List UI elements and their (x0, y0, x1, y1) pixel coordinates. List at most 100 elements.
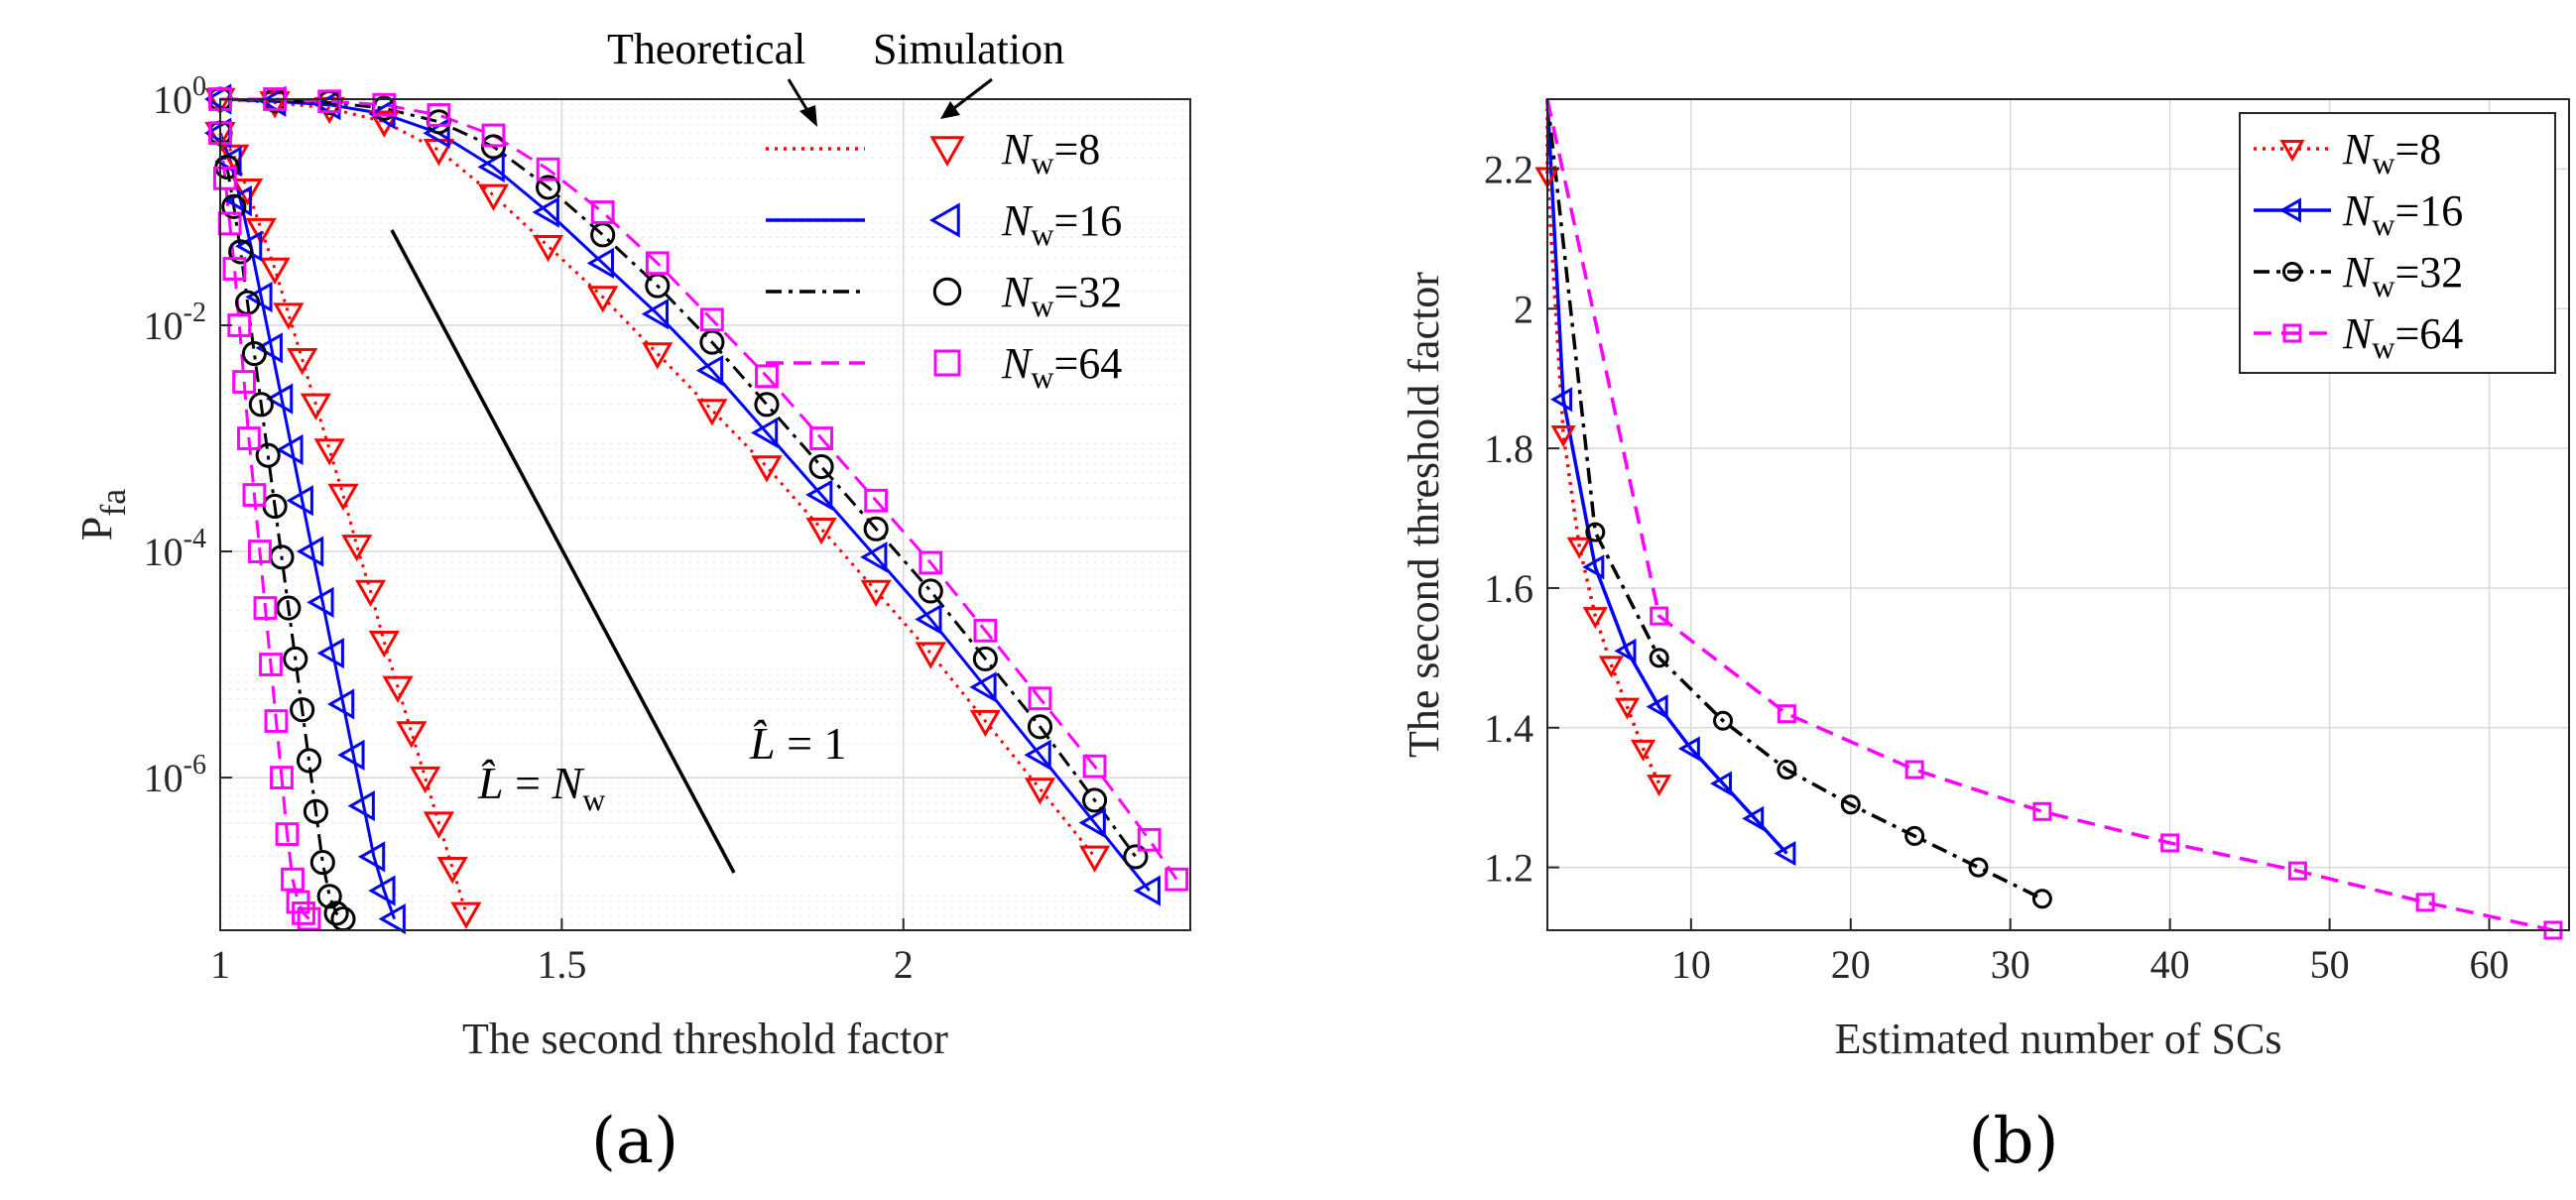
panel-a-data-point (1082, 754, 1107, 779)
panel-a-data-point (264, 709, 289, 733)
panel-b-data-point (1614, 638, 1637, 663)
panel-a-data-point (255, 442, 281, 468)
panel-b-data-point (1614, 697, 1641, 720)
panel-a-data-point (248, 392, 274, 418)
panel-a-data-point (286, 485, 313, 517)
panel-b-y-tick-label: 1.8 (1484, 426, 1533, 471)
panel-a-data-point (378, 903, 406, 935)
panel-a-data-point (1137, 827, 1162, 852)
arrow-simulation-head (940, 101, 960, 119)
panel-a-data-point (275, 822, 300, 846)
panel-b-y-tick-label: 1.4 (1484, 706, 1533, 751)
panel-a-data-point (330, 906, 356, 932)
panel-a-x-tick-label: 2 (894, 942, 914, 987)
panel-a-series-line (220, 97, 1178, 881)
panel-a-data-point (586, 247, 614, 279)
panel-a-legend: Nw=8 Nw=16 Nw=32 Nw=64 (766, 125, 1122, 395)
panel-b-legend-marker (2282, 262, 2302, 282)
panel-a-data-point (245, 217, 277, 246)
panel-b-y-label: The second threshold factor (1400, 272, 1448, 758)
slope-reference-line (390, 229, 736, 874)
panel-b-data-point (2287, 861, 2307, 881)
panel-b-threshold-chart: 10 20 30 40 50 60 1.2 1.4 1.6 1.8 2 2.2 Estimated … (1400, 98, 2570, 1178)
panel-a-series-line (218, 133, 310, 920)
panel-a-x-tick-label: 1 (210, 942, 230, 987)
panel-b-series-line (1545, 99, 1661, 784)
panel-a-data-point (372, 92, 397, 117)
panel-b-legend-marker (2282, 323, 2302, 343)
panel-a-y-label-sub: fa (93, 489, 133, 517)
panel-b-data-point (1840, 794, 1861, 815)
panel-a-x-ticks: 1 1.5 2 (210, 918, 914, 987)
panel-b-legend-marker (2279, 140, 2305, 163)
panel-a-data-point (300, 393, 332, 420)
panel-a-data-point (276, 595, 302, 621)
panel-a-data-point (265, 383, 294, 415)
panel-b-axes-frame (1546, 98, 2570, 931)
panel-b-legend-label: Nw=8 (2342, 125, 2441, 180)
panel-a-x-tick-label: 1.5 (537, 942, 586, 987)
panel-a-data-point (536, 175, 561, 200)
panel-a-data-point (228, 239, 254, 265)
panel-a-data-point (316, 884, 342, 909)
panel-a-data-point (241, 340, 267, 367)
svg-text:Pfa: Pfa (72, 489, 133, 540)
panel-b-legend-label: Nw=16 (2342, 186, 2463, 242)
panel-a-legend-marker (928, 202, 960, 238)
legend-header-arrows (787, 77, 993, 127)
panel-a-data-point (755, 364, 779, 389)
panel-a-data-point (309, 850, 335, 876)
panel-b-series-line (1545, 98, 1788, 855)
panel-a-data-point (303, 798, 328, 824)
panel-a-data-point (290, 697, 315, 723)
panel-a-data-point (915, 642, 946, 669)
panel-a-data-point (259, 653, 283, 676)
panel-a-data-point (255, 332, 283, 364)
panel-a-data-point (1133, 875, 1161, 906)
panel-a-data-point (696, 399, 728, 426)
panel-a-data-point (396, 721, 428, 749)
panel-a-data-point (477, 151, 505, 182)
panel-a-data-point (287, 347, 318, 376)
panel-b-data-point (1774, 840, 1796, 867)
panel-a-data-point (292, 900, 315, 925)
panel-b-y-tick-label: 1.6 (1484, 566, 1533, 611)
panel-b-data-point (1677, 736, 1700, 762)
panel-a-data-point (316, 638, 344, 669)
panel-b-data-point (2031, 889, 2052, 909)
panel-a-data-point (423, 811, 454, 839)
panel-a-data-point (222, 257, 247, 281)
panel-a-data-point (864, 488, 889, 513)
panel-b-data-point (1550, 387, 1573, 413)
panel-a-data-point (532, 196, 559, 228)
panel-b-data-point (1777, 760, 1797, 780)
panel-a-data-point (307, 586, 334, 618)
panel-a-data-point (808, 453, 834, 480)
panel-a-data-point (754, 392, 780, 418)
panel-a-data-point (427, 103, 451, 127)
panel-a-legend-label: Nw=32 (1001, 268, 1122, 323)
panel-a-y-tick-label: 10-2 (144, 298, 206, 348)
panel-a-data-point (751, 455, 783, 483)
panel-b-series-line (1545, 98, 2554, 932)
panel-a-data-point (972, 646, 998, 671)
panel-b-data-point (1713, 710, 1734, 731)
panel-a-data-point (1027, 714, 1053, 740)
panel-a-data-point (1082, 787, 1108, 813)
panel-b-data-point (1649, 648, 1669, 668)
panel-a-data-point (317, 89, 342, 114)
panel-b-series (1545, 98, 2554, 932)
panel-b-data-point (2160, 833, 2180, 853)
panel-b-legend-label: Nw=64 (2342, 309, 2463, 365)
panel-b-legend: Nw=8 Nw=16 Nw=32 Nw=64 (2239, 112, 2556, 374)
panel-b-data-point (2415, 893, 2435, 912)
panel-a-data-point (253, 596, 278, 620)
panel-a-data-point (341, 535, 373, 562)
annotation-lhat-nw: L̂ = Nw (477, 758, 605, 817)
panel-a-y-tick-label: 100 (153, 71, 206, 122)
panel-a-data-point (1165, 867, 1189, 892)
panel-b-x-tick-label: 30 (1991, 942, 2030, 987)
panel-a-y-ticks: 10-6 10-4 10-2 100 (144, 71, 232, 800)
panel-a-data-point (436, 857, 468, 885)
svg-text:The second threshold factor: The second threshold factor (1400, 272, 1448, 758)
